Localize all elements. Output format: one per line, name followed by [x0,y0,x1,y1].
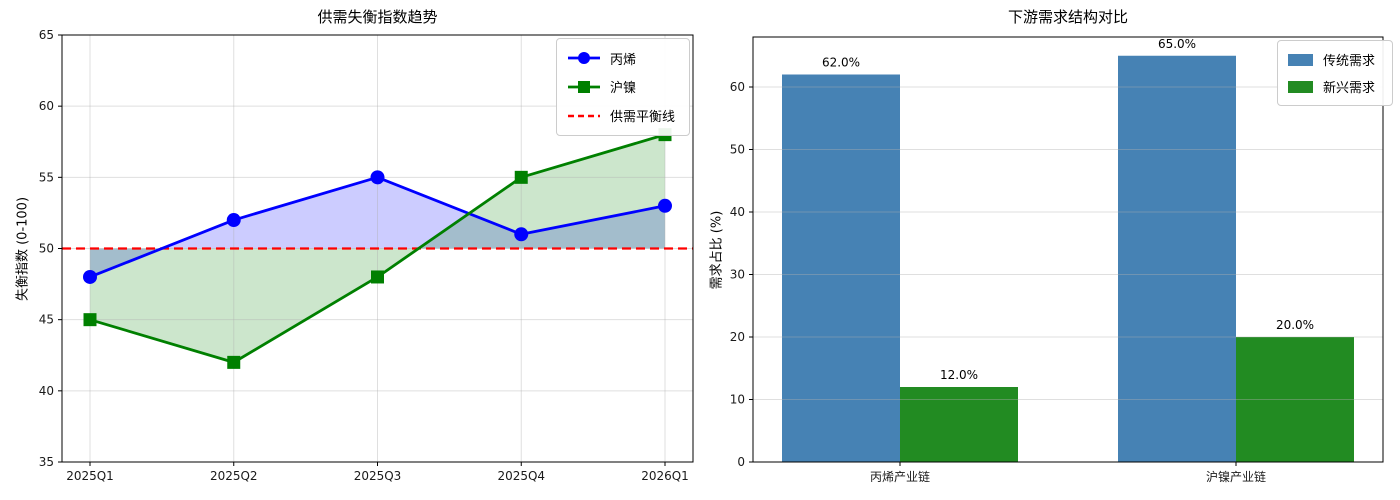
y-tick-label: 65 [39,28,54,42]
plot-border [752,36,1384,463]
y-tick-label: 10 [730,393,745,407]
bar-chart-title: 下游需求结构对比 [1007,8,1128,26]
color-swatch-icon [1288,80,1313,93]
data-point-marker [227,355,241,369]
axis-tick-labels: 35 40 45 50 55 60 65 2025Q1 2025Q2 2025Q3 2025Q4 20… [39,28,689,483]
dashed-line-icon [568,114,600,117]
axis-ticks [749,86,1237,466]
x-tick-label: 2025Q2 [210,469,258,483]
line-chart-canvas: 35 40 45 50 55 60 65 2025Q1 2025Q2 2025Q3 2025Q4 20… [39,28,694,483]
legend-label: 供需平衡线 [610,110,676,126]
bar-value-label: 20.0% [1276,318,1314,332]
data-point-marker [226,213,241,228]
circle-marker-line-icon [568,52,600,65]
y-tick-label: 35 [39,455,54,469]
bar-0-1 [1118,55,1236,462]
y-tick-label: 45 [39,313,54,327]
y-tick-label: 40 [39,384,54,398]
legend-item: 丙烯 [567,49,679,68]
y-tick-label: 55 [39,170,54,184]
data-point-marker [370,170,385,185]
line-chart-title: 供需失衡指数趋势 [317,8,438,26]
legend-label: 新兴需求 [1323,81,1376,96]
x-tick-label: 2025Q3 [354,469,402,483]
legend-item: 供需平衡线 [567,106,679,125]
y-tick-label: 0 [737,455,745,469]
y-tick-label: 50 [39,242,54,256]
y-tick-label: 50 [730,143,745,157]
data-point-marker [371,270,384,284]
bar-1-1 [1236,337,1354,462]
color-swatch-icon [1288,53,1313,66]
legend-item: 传统需求 [1288,50,1382,69]
data-point-marker [83,313,97,327]
bar-value-label: 65.0% [1158,37,1196,51]
bar-1-0 [900,387,1018,462]
bar-0-0 [782,74,900,462]
data-point-marker [658,198,672,213]
legend-label: 丙烯 [610,52,637,68]
bar-chart-canvas: 62.0% 65.0% 12.0% 20.0% 0 10 20 30 40 50 60 丙烯产业链 沪镍… [730,36,1384,484]
bar-chart-legend: 传统需求 新兴需求 [1277,40,1393,106]
legend-label: 传统需求 [1323,54,1376,69]
data-point-marker [83,269,97,284]
line-chart-panel: 供需失衡指数趋势 失衡指数 (0-100) 35 40 45 50 55 60 65 2025… [16,8,694,483]
x-tick-label: 2025Q4 [497,469,545,483]
x-tick-label: 2026Q1 [641,469,689,483]
y-tick-label: 20 [730,330,745,344]
x-tick-label: 沪镍产业链 [1206,469,1266,484]
bar-value-label: 12.0% [940,368,978,382]
data-point-marker [514,170,528,184]
line-chart-legend: 丙烯 沪镍 供需平衡线 [556,38,690,136]
bar-value-labels: 62.0% 65.0% 12.0% 20.0% [822,37,1314,382]
series-fill-0 [90,177,665,277]
legend-item: 沪镍 [567,77,679,96]
square-marker-line-icon [568,80,600,93]
y-tick-label: 30 [730,268,745,282]
bar-value-label: 62.0% [822,56,860,70]
grid-lines [753,86,1383,400]
y-tick-label: 40 [730,205,745,219]
bar-chart-panel: 下游需求结构对比 需求占比 (%) 62.0% 65.0% 12.0% 20.0% 0 1… [700,0,1400,500]
legend-item: 新兴需求 [1288,77,1382,96]
legend-label: 沪镍 [610,81,637,97]
y-tick-label: 60 [39,99,54,113]
x-tick-label: 丙烯产业链 [870,469,930,484]
x-tick-label: 2025Q1 [66,469,114,483]
data-point-marker [514,227,529,242]
axis-ticks [58,34,666,466]
axis-tick-labels: 0 10 20 30 40 50 60 丙烯产业链 沪镍产业链 [730,80,1266,484]
y-tick-label: 60 [730,80,745,94]
